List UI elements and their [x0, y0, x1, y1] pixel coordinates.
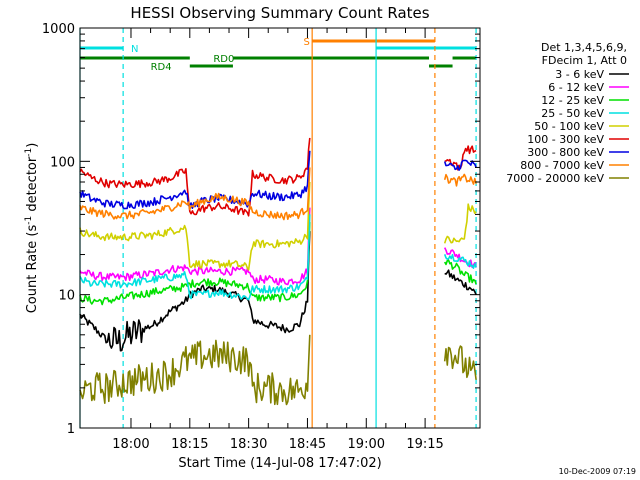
x-tick-label-0: 18:00: [112, 437, 149, 452]
series-line-8-seg-1: [443, 345, 477, 380]
legend-header-line-2: FDecim 1, Att 0: [542, 54, 627, 67]
legend-label-0: 3 - 6 keV: [555, 68, 604, 81]
legend-label-3: 25 - 50 keV: [541, 107, 604, 120]
series-6: [79, 150, 477, 210]
x-tick-label-3: 18:45: [289, 437, 326, 452]
series-1: [79, 207, 477, 286]
flag-s-label: S: [304, 37, 310, 48]
count-rate-series: [79, 137, 477, 406]
flag-n-label: N: [131, 44, 138, 55]
series-line-0-seg-0: [79, 231, 311, 352]
series-line-4-seg-1: [443, 203, 477, 244]
x-tick-label-1: 18:15: [171, 437, 208, 452]
series-line-6-seg-0: [79, 150, 311, 210]
series-line-6-seg-1: [443, 159, 477, 171]
flag-rd0-label: RD0: [213, 54, 234, 65]
series-line-4-seg-0: [79, 181, 311, 271]
x-tick-label-2: 18:30: [230, 437, 267, 452]
series-line-2-seg-0: [79, 222, 311, 306]
x-axis-label: Start Time (14-Jul-08 17:47:02): [178, 456, 381, 471]
x-tick-label-4: 19:00: [348, 437, 385, 452]
legend-header-line-1: Det 1,3,4,5,6,9,: [541, 41, 627, 54]
series-2: [79, 222, 477, 306]
plot-frame: [79, 27, 481, 429]
y-axis-label: Count Rate (s-1 detector-1): [24, 143, 40, 314]
series-3: [79, 214, 477, 301]
series-8: [79, 334, 477, 406]
series-line-0-seg-1: [444, 269, 477, 296]
series-line-3-seg-0: [79, 214, 311, 301]
observing-flags: N S RD0 RD4: [80, 37, 477, 73]
y-axis-ticks: 1 10 100 1000: [42, 22, 480, 437]
legend-label-7: 800 - 7000 keV: [520, 159, 604, 172]
y-tick-label-1: 10: [58, 289, 75, 304]
series-7: [79, 167, 477, 221]
x-axis-ticks: 18:00 18:15 18:30 18:45 19:00 19:15: [112, 28, 444, 452]
series-4: [79, 181, 477, 271]
y-tick-label-0: 1: [67, 422, 75, 437]
series-line-3-seg-1: [443, 253, 477, 270]
series-line-7-seg-0: [79, 167, 311, 221]
series-0: [79, 231, 477, 352]
series-line-2-seg-1: [443, 259, 477, 285]
footer-timestamp: 10-Dec-2009 07:19: [559, 467, 636, 476]
chart-title: HESSI Observing Summary Count Rates: [130, 4, 429, 22]
x-tick-label-5: 19:15: [406, 437, 443, 452]
series-line-1-seg-1: [443, 247, 477, 269]
legend-label-4: 50 - 100 keV: [534, 120, 604, 133]
legend-label-1: 6 - 12 keV: [548, 81, 604, 94]
y-tick-label-2: 100: [50, 155, 75, 170]
chart-legend: Det 1,3,4,5,6,9, FDecim 1, Att 0 3 - 6 k…: [506, 41, 629, 185]
series-line-8-seg-0: [79, 334, 311, 406]
legend-label-2: 12 - 25 keV: [541, 94, 604, 107]
series-line-1-seg-0: [79, 207, 311, 286]
legend-label-5: 100 - 300 keV: [527, 133, 604, 146]
legend-label-8: 7000 - 20000 keV: [506, 172, 604, 185]
legend-label-6: 300 - 800 keV: [527, 146, 604, 159]
series-line-5-seg-0: [79, 137, 311, 217]
flag-rd4-label: RD4: [151, 62, 172, 73]
y-tick-label-3: 1000: [42, 22, 75, 37]
series-line-7-seg-1: [443, 173, 477, 187]
